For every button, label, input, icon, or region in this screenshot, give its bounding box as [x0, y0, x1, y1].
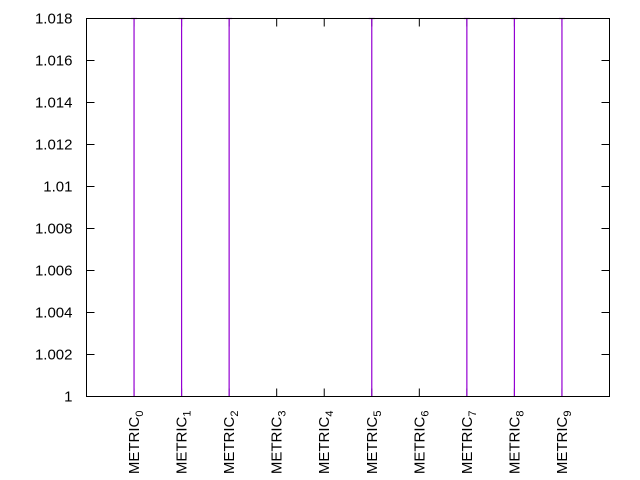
y-tick-label: 1.01 [43, 179, 72, 196]
x-tick-label: METRIC5 [364, 411, 384, 475]
x-tick-label: METRIC9 [554, 411, 574, 475]
x-tick-label-base: METRIC [364, 416, 381, 474]
x-tick-label-base: METRIC [174, 416, 191, 474]
x-tick-label-base: METRIC [126, 416, 143, 474]
x-tick-label-subscript: 0 [134, 411, 146, 417]
y-tick-label: 1.002 [35, 347, 73, 364]
x-tick-label-subscript: 2 [229, 411, 241, 417]
x-tick-label-base: METRIC [506, 416, 523, 474]
x-tick-label: METRIC8 [506, 411, 526, 475]
x-tick-label-subscript: 7 [467, 411, 479, 417]
plot-frame [86, 18, 610, 397]
y-tick-label: 1.006 [35, 263, 73, 280]
x-axis: METRIC0METRIC1METRIC2METRIC3METRIC4METRI… [126, 18, 574, 475]
y-tick-label: 1.004 [35, 305, 73, 322]
y-tick-label: 1.018 [35, 11, 73, 28]
x-tick-label-subscript: 8 [514, 411, 526, 417]
x-tick-label: METRIC7 [459, 411, 479, 475]
x-tick-label-subscript: 1 [182, 411, 194, 417]
x-tick-label: METRIC4 [316, 411, 336, 475]
x-tick-label: METRIC3 [269, 411, 289, 475]
x-tick-label-subscript: 9 [562, 411, 574, 417]
x-tick-label-base: METRIC [316, 416, 333, 474]
x-tick-label-base: METRIC [411, 416, 428, 474]
x-tick-label-base: METRIC [269, 416, 286, 474]
bar-series [131, 17, 565, 397]
y-tick-label: 1.012 [35, 137, 73, 154]
x-tick-label-base: METRIC [221, 416, 238, 474]
x-tick-label-subscript: 5 [372, 411, 384, 417]
x-tick-label-subscript: 4 [324, 411, 336, 417]
x-tick-label-base: METRIC [554, 416, 571, 474]
y-axis: 1 1.002 1.004 1.006 1.008 1.01 1.012 1.014 1.016… [35, 11, 610, 406]
x-tick-label: METRIC6 [411, 411, 431, 475]
x-tick-label: METRIC0 [126, 411, 146, 475]
x-tick-label: METRIC1 [174, 411, 194, 475]
y-tick-label: 1.016 [35, 53, 73, 70]
y-tick-label: 1.008 [35, 221, 73, 238]
y-tick-label: 1.014 [35, 95, 73, 112]
x-tick-label-base: METRIC [459, 416, 476, 474]
y-tick-label: 1 [64, 389, 72, 406]
x-tick-label: METRIC2 [221, 411, 241, 475]
x-tick-label-subscript: 6 [419, 411, 431, 417]
x-tick-label-subscript: 3 [277, 411, 289, 417]
